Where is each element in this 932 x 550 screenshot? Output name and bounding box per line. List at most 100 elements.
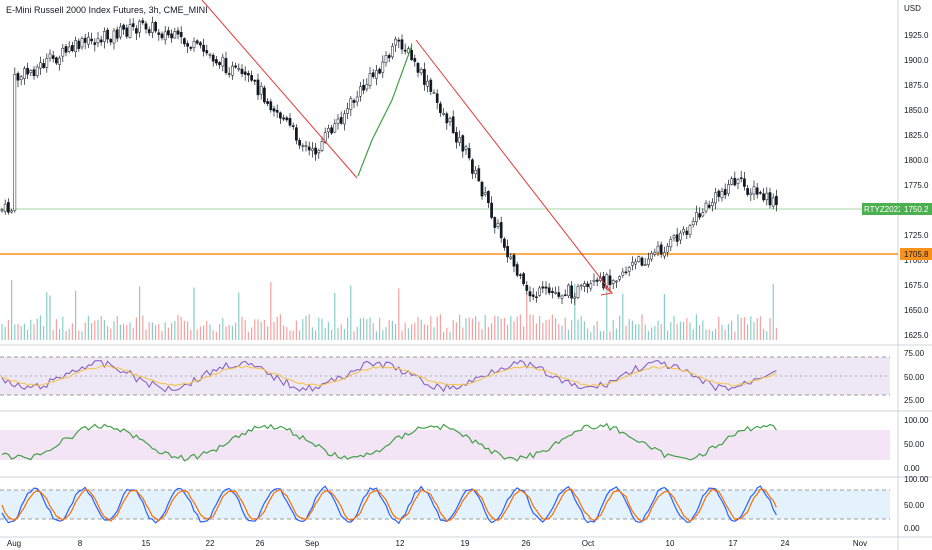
volume-bar <box>404 322 406 340</box>
candle-body <box>378 68 381 74</box>
time-axis-label: 22 <box>206 539 215 548</box>
volume-bar <box>286 327 288 340</box>
candle-body <box>7 202 10 213</box>
price-tick-label: 1900.0 <box>904 56 929 65</box>
trendline-drawings[interactable] <box>201 0 613 294</box>
candle-body <box>573 296 577 299</box>
volume-bar <box>334 292 336 340</box>
price-axis[interactable]: 1925.0 1900.0 1875.0 1850.0 1825.0 1800.0 1775… <box>904 31 929 340</box>
time-axis[interactable]: Aug 8 15 22 26 Sep 12 19 26 Oct 10 17 24 Nov <box>7 539 867 548</box>
candle-body <box>669 239 673 248</box>
candle-body <box>109 38 113 43</box>
volume-bar <box>676 323 678 340</box>
candle-body <box>272 108 276 112</box>
volume-bar <box>257 319 259 340</box>
candle-body <box>711 202 714 206</box>
volume-bar <box>478 321 480 340</box>
time-axis-label: 12 <box>396 539 405 548</box>
volume-bar <box>542 323 544 340</box>
volume-bar <box>366 319 368 340</box>
candle-body <box>231 65 234 76</box>
volume-bar <box>763 328 765 340</box>
volume-bar <box>564 317 566 340</box>
candle-body <box>106 29 109 40</box>
trendline[interactable] <box>201 0 358 179</box>
candle-body <box>29 70 33 73</box>
stoch-axis[interactable]: 100.00 50.00 0.00 <box>904 475 929 533</box>
candle-body <box>333 123 337 133</box>
volume-bar <box>603 330 605 340</box>
volume-bar <box>372 323 374 340</box>
oscillator-axis[interactable]: 100.00 50.00 0.00 <box>904 416 929 473</box>
candle-body <box>746 188 749 195</box>
candle-body <box>205 50 209 54</box>
volume-bar <box>283 325 285 340</box>
candle-body <box>330 127 333 134</box>
candle-body <box>387 55 391 59</box>
candle-body <box>675 234 679 242</box>
candle-body <box>461 135 465 152</box>
candle-body <box>221 56 225 67</box>
candle-body <box>567 284 570 297</box>
volume-bar <box>571 320 573 340</box>
candle-body <box>99 39 103 43</box>
volume-bar <box>635 324 637 340</box>
volume-bar <box>65 330 67 340</box>
candle-body <box>32 69 36 77</box>
volume-bar <box>68 329 70 340</box>
volume-bar <box>379 317 381 340</box>
time-axis-label: 19 <box>461 539 470 548</box>
candle-body <box>755 187 759 195</box>
volume-bar <box>468 317 470 340</box>
candle-body <box>579 284 583 287</box>
candle-body <box>103 31 106 42</box>
candle-body <box>771 197 775 207</box>
volume-bar <box>769 317 771 340</box>
candle-body <box>151 22 154 33</box>
volume-bar <box>318 317 320 340</box>
candle-body <box>381 61 385 73</box>
volume-bar <box>715 328 717 340</box>
volume-bar <box>17 323 19 340</box>
price-tick-label: 1725.0 <box>904 231 929 240</box>
volume-bar <box>718 316 720 340</box>
candle-body <box>471 159 474 174</box>
candle-body <box>583 283 586 287</box>
candle-body <box>723 189 727 196</box>
volume-bar <box>11 280 13 340</box>
candle-body <box>727 184 730 194</box>
candle-body <box>355 96 359 103</box>
candle-body <box>115 29 119 39</box>
level-price-tag <box>900 248 932 260</box>
candle-body <box>112 30 116 44</box>
candle-body <box>391 45 394 58</box>
volume-bar <box>734 331 736 340</box>
volume-bars <box>1 280 777 340</box>
volume-bar <box>411 324 413 340</box>
trendline[interactable] <box>415 39 613 294</box>
volume-bar <box>686 318 688 340</box>
candle-body <box>253 80 257 82</box>
candle-body <box>176 30 180 35</box>
axis-tick-label: 100.00 <box>904 475 929 484</box>
rsi-axis[interactable]: 75.00 50.00 25.00 <box>904 349 925 405</box>
candle-body <box>714 192 717 204</box>
candle-body <box>515 264 519 276</box>
candle-body <box>682 228 685 233</box>
candle-body <box>666 245 669 253</box>
candle-body <box>311 148 314 151</box>
candle-body <box>74 40 77 53</box>
volume-bar <box>529 314 531 340</box>
candlestick-series[interactable] <box>0 16 778 305</box>
candle-body <box>499 222 503 239</box>
candle-body <box>67 46 71 52</box>
candle-body <box>679 232 682 241</box>
candle-body <box>717 190 721 197</box>
candle-body <box>509 256 513 259</box>
candle-body <box>234 65 237 68</box>
candle-body <box>419 69 423 74</box>
candle-body <box>519 274 522 276</box>
level-price-value: 1705.8 <box>904 250 929 259</box>
